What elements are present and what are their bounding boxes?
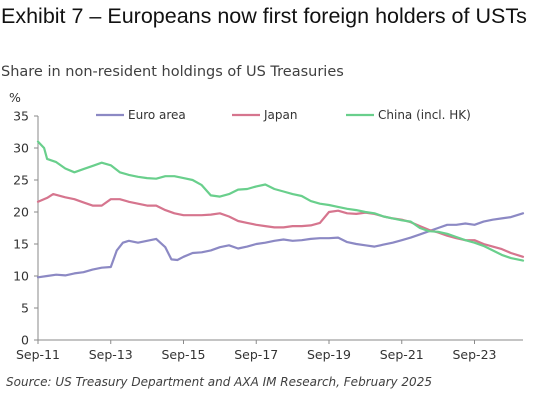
series-line-euro-area bbox=[36, 212, 525, 279]
x-tick-label: Sep-23 bbox=[453, 347, 497, 362]
y-tick-label: 25 bbox=[13, 173, 29, 188]
legend-label-japan: Japan bbox=[263, 108, 297, 122]
x-tick-label: Sep-11 bbox=[16, 347, 60, 362]
y-axis-unit-label: % bbox=[9, 90, 21, 105]
x-axis: Sep-11 Sep-13 Sep-15 Sep-17 Sep-19 Sep-21 Sep-… bbox=[16, 339, 523, 362]
y-axis: 0 5 10 15 20 25 30 35 bbox=[13, 109, 39, 348]
y-tick-label: 30 bbox=[13, 141, 29, 156]
series-line-china-incl-hk bbox=[36, 140, 525, 262]
y-tick-label: 20 bbox=[13, 205, 29, 220]
y-tick-label: 10 bbox=[13, 269, 29, 284]
series-lines bbox=[36, 140, 525, 279]
y-tick-label: 0 bbox=[21, 333, 29, 348]
x-tick-label: Sep-19 bbox=[307, 347, 351, 362]
x-tick-label: Sep-15 bbox=[162, 347, 206, 362]
y-tick-label: 35 bbox=[13, 109, 29, 124]
exhibit-title: Exhibit 7 – Europeans now first foreign … bbox=[1, 4, 527, 28]
legend: Euro area Japan China (incl. HK) bbox=[96, 108, 471, 122]
x-tick-label: Sep-21 bbox=[380, 347, 424, 362]
y-tick-label: 15 bbox=[13, 237, 29, 252]
x-tick-label: Sep-13 bbox=[89, 347, 133, 362]
y-tick-label: 5 bbox=[21, 301, 29, 316]
source-note: Source: US Treasury Department and AXA I… bbox=[6, 375, 432, 389]
x-tick-label: Sep-17 bbox=[234, 347, 278, 362]
chart-title: Share in non-resident holdings of US Tre… bbox=[1, 64, 344, 80]
legend-label-china-incl-hk: China (incl. HK) bbox=[378, 108, 471, 122]
legend-label-euro-area: Euro area bbox=[128, 108, 186, 122]
